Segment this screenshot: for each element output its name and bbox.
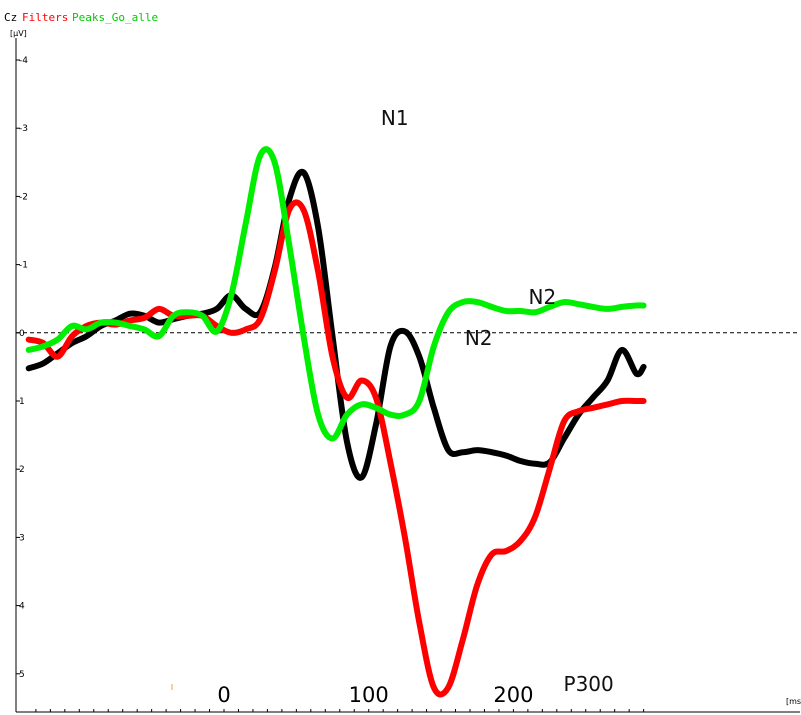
annotation-layer: N1 N2 N2 P300	[381, 106, 614, 696]
x-tick-label: 200	[493, 683, 533, 707]
y-tick-label: 5	[19, 670, 25, 680]
y-axis-unit: [µV]	[10, 29, 27, 38]
x-tick-label: 0	[217, 683, 230, 707]
annotation-p300: P300	[564, 672, 614, 696]
legend-entry-peaks-go-alle: Peaks_Go_alle	[72, 11, 158, 24]
legend: Cz Filters Peaks_Go_alle	[4, 11, 158, 24]
series-layer	[25, 146, 647, 698]
x-axis-tick-labels: 0 100 200	[217, 683, 533, 707]
y-tick-label: 2	[19, 465, 25, 475]
y-tick-label: 0	[19, 329, 25, 339]
legend-entry-cz: Cz	[4, 11, 17, 24]
x-axis-unit: [ms]	[786, 697, 801, 706]
x-tick-label: 100	[349, 683, 389, 707]
annotation-n2: N2	[528, 285, 556, 309]
annotation-n2: N2	[465, 326, 493, 350]
y-tick-label: 4	[19, 602, 25, 612]
y-tick-label: -1	[19, 261, 28, 271]
y-tick-label: -3	[19, 124, 28, 134]
annotation-n1: N1	[381, 106, 409, 130]
y-tick-label: 1	[19, 397, 25, 407]
y-tick-label: -2	[19, 192, 28, 202]
y-axis-ticks: -4 -3 -2 -1 0 1 2 3 4 5	[16, 56, 28, 680]
series-line-filters	[25, 199, 647, 698]
y-tick-label: -4	[19, 56, 28, 66]
y-tick-label: 3	[19, 533, 25, 543]
legend-entry-filters: Filters	[22, 11, 68, 24]
x-axis-minor-ticks	[35, 709, 645, 712]
series-line-peaks-go-alle	[25, 146, 647, 442]
